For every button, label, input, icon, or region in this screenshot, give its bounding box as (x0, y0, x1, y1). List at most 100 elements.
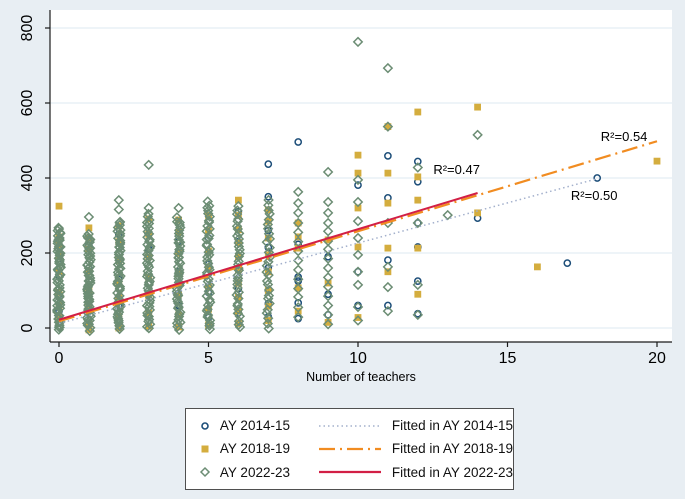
legend-label: AY 2018-19 (219, 441, 290, 457)
scatter-point-diamond (472, 129, 483, 141)
scatter-chart: 0 200 400 600 800 0 5 10 15 20 Number of teachers R… (19, 10, 672, 384)
scatter-point-circle (593, 174, 602, 182)
x-axis-title: Number of teachers (306, 370, 416, 384)
scatter-point-square (354, 204, 362, 212)
scatter-point-diamond (231, 230, 243, 242)
scatter-point-square (235, 266, 242, 274)
scatter-point-diamond (382, 261, 394, 273)
scatter-point-circle (384, 301, 392, 310)
scatter-point-diamond (142, 231, 153, 243)
scatter-point-diamond (232, 213, 244, 225)
scatter-point-square (85, 245, 93, 253)
scatter-point-diamond (203, 216, 215, 228)
diamond-icon (198, 465, 213, 479)
scatter-point-diamond (113, 204, 125, 215)
dashdot-line-icon (317, 445, 383, 453)
scatter-point-diamond (174, 236, 186, 248)
scatter-point-square (115, 324, 123, 332)
scatter-point-diamond (202, 299, 214, 311)
square-icon (198, 442, 213, 456)
fit-line-solid (58, 192, 478, 321)
scatter-point-diamond (382, 121, 394, 132)
scatter-point-diamond (203, 285, 215, 297)
r-squared-annotation: R²=0.54 (601, 129, 648, 144)
scatter-point-square (534, 263, 541, 271)
scatter-point-diamond (263, 269, 274, 281)
scatter-point-diamond (204, 230, 215, 241)
r-squared-annotation: R²=0.47 (433, 162, 480, 177)
fit-line-dashdot (58, 140, 658, 323)
scatter-point-diamond (204, 294, 215, 306)
scatter-point-diamond (352, 315, 364, 326)
scatter-point-diamond (292, 186, 304, 198)
scatter-point-square (85, 224, 93, 232)
scatter-point-diamond (264, 233, 276, 245)
scatter-point-diamond (442, 209, 453, 221)
scatter-point-square (235, 307, 242, 315)
scatter-point-diamond (172, 261, 184, 273)
scatter-point-square (653, 157, 661, 165)
scatter-point-diamond (233, 237, 244, 249)
scatter-point-square (414, 108, 422, 116)
scatter-point-diamond (352, 232, 364, 244)
scatter-point-square (354, 151, 362, 159)
scatter-point-diamond (382, 305, 394, 317)
scatter-point-diamond (114, 216, 126, 228)
scatter-point-diamond (262, 223, 274, 235)
scatter-point-diamond (262, 304, 274, 316)
scatter-point-circle (413, 157, 422, 166)
scatter-point-diamond (233, 233, 245, 245)
scatter-point-diamond (141, 217, 153, 228)
scatter-point-diamond (201, 239, 213, 250)
scatter-point-square (205, 227, 212, 234)
scatter-point-diamond (263, 228, 275, 240)
scatter-point-square (354, 169, 362, 177)
scatter-point-circle (264, 160, 273, 168)
scatter-point-diamond (382, 281, 394, 293)
scatter-point-square (414, 173, 422, 181)
scatter-point-diamond (292, 291, 304, 303)
scatter-point-square (414, 196, 422, 204)
scatter-point-diamond (292, 311, 304, 323)
scatter-point-diamond (292, 197, 304, 209)
scatter-point-circle (294, 299, 303, 307)
dotted-line-icon (317, 422, 383, 430)
scatter-point-circle (563, 259, 572, 267)
scatter-point-diamond (322, 166, 334, 178)
scatter-point-diamond (412, 162, 424, 173)
scatter-point-diamond (233, 316, 245, 327)
y-tick-label: 400 (19, 165, 36, 192)
scatter-point-diamond (352, 279, 364, 291)
scatter-point-diamond (232, 298, 244, 310)
scatter-point-diamond (352, 301, 364, 313)
scatter-point-diamond (263, 199, 274, 211)
legend-row: AY 2014-15 Fitted in AY 2014-15 (198, 415, 513, 437)
legend-label: AY 2014-15 (219, 418, 290, 434)
scatter-point-diamond (141, 321, 153, 333)
scatter-point-diamond (412, 279, 424, 291)
scatter-point-square (384, 169, 392, 177)
scatter-point-diamond (352, 215, 364, 227)
scatter-point-diamond (83, 211, 95, 223)
scatter-point-diamond (202, 196, 213, 207)
legend-label: AY 2022-23 (219, 464, 290, 480)
scatter-point-square (324, 318, 332, 326)
scatter-point-diamond (204, 223, 215, 235)
scatter-point-diamond (175, 317, 186, 328)
scatter-point-diamond (231, 289, 242, 301)
scatter-point-diamond (114, 290, 125, 302)
legend-row: AY 2018-19 Fitted in AY 2018-19 (198, 438, 513, 460)
scatter-point-square (384, 244, 392, 252)
scatter-point-square (414, 244, 422, 252)
scatter-point-square (294, 219, 302, 227)
fit-line-dotted (58, 178, 598, 325)
scatter-point-diamond (145, 241, 156, 252)
scatter-point-square (414, 290, 422, 298)
scatter-point-square (384, 123, 392, 131)
scatter-point-diamond (261, 236, 273, 248)
scatter-point-diamond (232, 270, 243, 281)
scatter-point-diamond (83, 228, 94, 240)
scatter-point-diamond (352, 196, 364, 208)
scatter-point-diamond (171, 212, 183, 223)
